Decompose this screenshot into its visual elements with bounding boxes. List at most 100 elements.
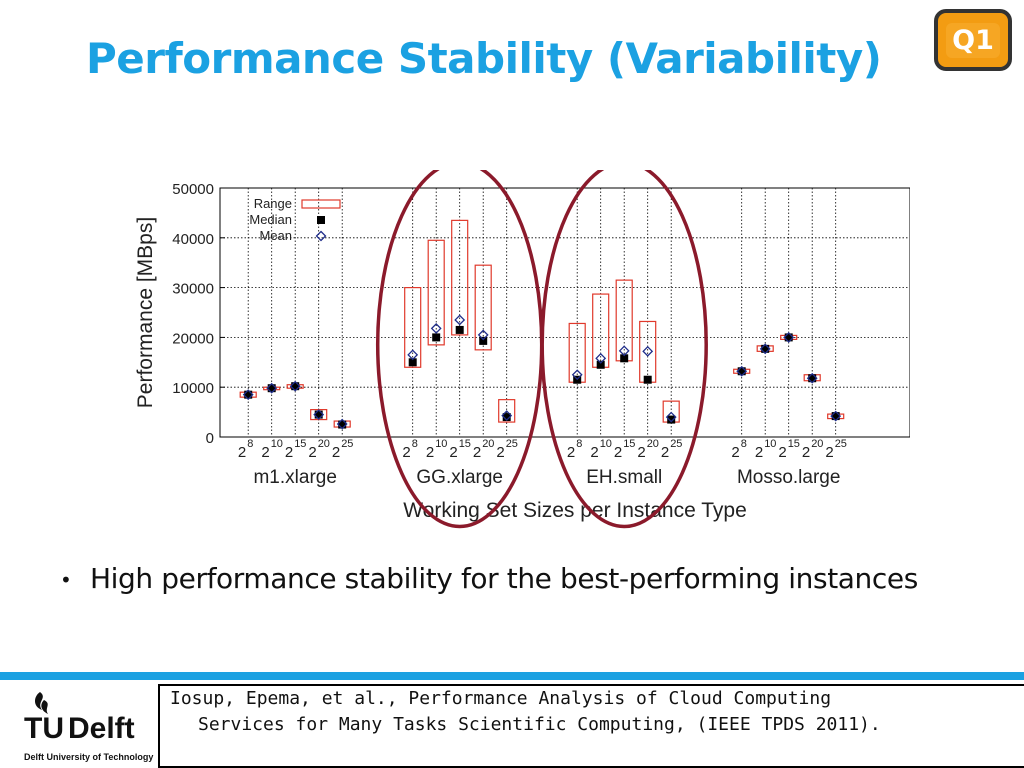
- x-tick-exponent: 15: [788, 438, 800, 450]
- median-marker: [338, 420, 347, 429]
- y-tick-label: 20000: [172, 330, 214, 347]
- x-tick-base: 2: [496, 444, 504, 461]
- median-marker: [502, 413, 511, 422]
- mean-marker: [242, 389, 254, 401]
- bullet-icon: •: [60, 568, 72, 592]
- flame-icon: [35, 692, 48, 714]
- median-marker: [455, 325, 464, 334]
- x-tick-base: 2: [449, 444, 457, 461]
- mean-marker: [336, 418, 348, 430]
- x-tick-base: 2: [590, 444, 598, 461]
- mean-marker: [266, 382, 278, 394]
- median-marker: [667, 415, 676, 424]
- tu-delft-logo: TU Delft Delft University of Technology: [24, 692, 153, 762]
- x-tick-exponent: 15: [294, 438, 306, 450]
- x-tick-base: 2: [308, 444, 316, 461]
- y-tick-label: 30000: [172, 281, 214, 298]
- logo-delft: Delft: [68, 712, 135, 745]
- median-marker: [291, 382, 300, 391]
- y-axis-label: Performance [MBps]: [134, 217, 157, 408]
- median-marker: [761, 344, 770, 353]
- median-marker: [831, 412, 840, 421]
- x-tick-exponent: 20: [482, 438, 494, 450]
- performance-chart: 0 10000 20000 30000 40000 50000 Performance [M…: [134, 170, 910, 529]
- mean-marker: [736, 365, 748, 377]
- x-tick-exponent: 8: [412, 438, 418, 450]
- x-tick-base: 2: [637, 444, 645, 461]
- group-label: m1.xlarge: [253, 467, 336, 488]
- median-marker: [244, 390, 253, 399]
- x-tick-base: 2: [261, 444, 269, 461]
- x-tick-base: 2: [426, 444, 434, 461]
- range-box: [615, 279, 633, 362]
- x-tick-base: 2: [778, 444, 786, 461]
- group-label: EH.small: [586, 467, 662, 488]
- footer-divider: [0, 672, 1024, 680]
- mean-marker: [454, 314, 466, 326]
- x-tick-exponent: 20: [318, 438, 330, 450]
- x-tick-base: 2: [332, 444, 340, 461]
- median-marker: [432, 333, 441, 342]
- mean-marker: [618, 345, 630, 357]
- x-tick-exponent: 8: [576, 438, 582, 450]
- plot-frame: [219, 187, 910, 438]
- logo-tu: TU: [24, 712, 64, 745]
- range-box: [639, 320, 657, 383]
- x-tick-exponent: 8: [247, 438, 253, 450]
- x-tick-exponent: 10: [764, 438, 776, 450]
- question-badge: Q1: [934, 9, 1012, 71]
- mean-marker: [289, 380, 301, 392]
- legend-label: Median: [249, 212, 292, 227]
- citation-box: Iosup, Epema, et al., Performance Analys…: [158, 684, 1024, 768]
- x-tick-exponent: 25: [341, 438, 353, 450]
- x-tick-exponent: 25: [835, 438, 847, 450]
- range-box: [474, 264, 492, 351]
- highlight-ellipse: [540, 170, 708, 529]
- y-tick-label: 10000: [172, 380, 214, 397]
- x-tick-base: 2: [731, 444, 739, 461]
- legend-range-swatch: [301, 199, 341, 209]
- median-marker: [643, 375, 652, 384]
- x-tick-exponent: 15: [459, 438, 471, 450]
- legend-median-swatch: [317, 216, 325, 224]
- x-tick-base: 2: [402, 444, 410, 461]
- mean-marker: [407, 349, 419, 361]
- legend-mean-swatch: [315, 230, 327, 242]
- x-tick-base: 2: [238, 444, 246, 461]
- bullet-text: High performance stability for the best-…: [90, 562, 918, 595]
- median-marker: [620, 354, 629, 363]
- x-tick-exponent: 20: [647, 438, 659, 450]
- logo-subtitle: Delft University of Technology: [24, 752, 153, 762]
- x-tick-exponent: 15: [623, 438, 635, 450]
- range-box: [404, 286, 422, 368]
- mean-marker: [806, 372, 818, 384]
- x-tick-exponent: 10: [600, 438, 612, 450]
- citation-line-2: Services for Many Tasks Scientific Compu…: [198, 714, 881, 735]
- y-tick-label: 50000: [172, 181, 214, 198]
- x-tick-exponent: 10: [271, 438, 283, 450]
- range-box: [427, 239, 445, 346]
- mean-marker: [430, 323, 442, 334]
- citation-line-1: Iosup, Epema, et al., Performance Analys…: [170, 688, 832, 709]
- mean-marker: [783, 331, 795, 343]
- mean-marker: [642, 345, 654, 357]
- range-box: [498, 399, 516, 423]
- mean-marker: [830, 410, 842, 422]
- mean-marker: [759, 343, 771, 355]
- median-marker: [596, 360, 605, 369]
- mean-marker: [477, 329, 489, 341]
- x-tick-exponent: 10: [435, 438, 447, 450]
- mean-marker: [665, 411, 677, 423]
- x-tick-exponent: 20: [811, 438, 823, 450]
- x-tick-base: 2: [285, 444, 293, 461]
- median-marker: [479, 336, 488, 345]
- x-tick-exponent: 25: [506, 438, 518, 450]
- group-label: Mosso.large: [737, 467, 841, 488]
- x-tick-base: 2: [661, 444, 669, 461]
- slide-title: Performance Stability (Variability): [86, 34, 882, 83]
- range-box: [451, 219, 469, 336]
- x-tick-base: 2: [614, 444, 622, 461]
- x-tick-base: 2: [473, 444, 481, 461]
- median-marker: [267, 384, 276, 393]
- x-tick-exponent: 25: [670, 438, 682, 450]
